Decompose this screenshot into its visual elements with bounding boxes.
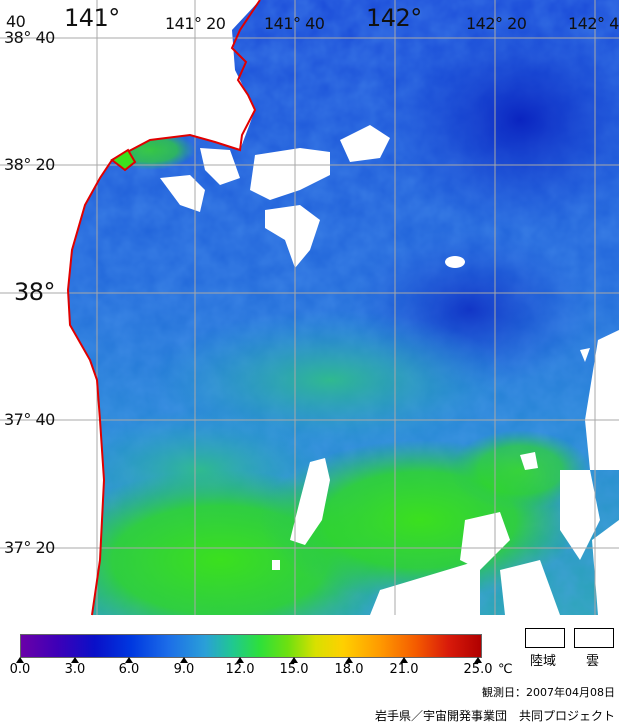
lon-label-142: 142° [366, 4, 422, 32]
land-swatch [525, 628, 565, 648]
map-canvas [0, 0, 619, 616]
lat-label-37-20: 37° 20 [4, 538, 55, 557]
cloud-patches [160, 125, 619, 615]
cloud-label: 雲 [586, 654, 600, 669]
colorbar-tick [180, 657, 188, 663]
lat-label-38-20: 38° 20 [4, 155, 55, 174]
colorbar-tick-label: 15.0 [279, 662, 309, 677]
bay-area [110, 148, 137, 172]
lon-label-141: 141° [64, 4, 120, 32]
land-label: 陸域 [530, 654, 557, 669]
colorbar-tick [71, 657, 79, 663]
colorbar-tick [236, 657, 244, 663]
lon-label-142-20: 142° 20 [466, 14, 527, 33]
corner-label: 40 [6, 12, 26, 31]
observation-date: 観測日：2007年04月08日 [482, 686, 615, 699]
unit-label: ℃ [498, 662, 513, 677]
lon-label-141-20: 141° 20 [165, 14, 226, 33]
colorbar-tick-label: 9.0 [173, 662, 195, 677]
colorbar-tick-label: 3.0 [64, 662, 86, 677]
legend: 0.0 3.0 6.0 9.0 12.0 15.0 18.0 21.0 25.0… [0, 620, 619, 725]
colorbar-tick [400, 657, 408, 663]
lat-label-38-40: 38° 40 [4, 28, 55, 47]
colorbar-tick-label: 18.0 [334, 662, 364, 677]
colorbar-tick-label: 25.0 [463, 662, 493, 677]
colorbar-tick [16, 657, 24, 663]
temperature-colorbar [20, 634, 482, 658]
colorbar-tick [345, 657, 353, 663]
lat-label-37-40: 37° 40 [4, 410, 55, 429]
colorbar-tick-label: 12.0 [225, 662, 255, 677]
colorbar-tick [125, 657, 133, 663]
cloud-swatch [574, 628, 614, 648]
colorbar-tick-label: 21.0 [389, 662, 419, 677]
lat-label-38: 38° [14, 278, 56, 306]
credit-line: 岩手県／宇宙開発事業団 共同プロジェクト [374, 709, 615, 723]
lon-label-141-40: 141° 40 [264, 14, 325, 33]
colorbar-tick-label: 6.0 [118, 662, 140, 677]
sea-temperature-field [60, 0, 619, 615]
lon-label-142-40: 142° 4 [568, 14, 619, 33]
colorbar-tick [474, 657, 482, 663]
colorbar-tick [290, 657, 298, 663]
graticule [0, 0, 619, 615]
coastline [66, 0, 261, 616]
colorbar-tick-label: 0.0 [9, 662, 31, 677]
sea-surface-temperature-map: 141° 141° 20 141° 40 142° 142° 20 142° 4… [0, 0, 619, 616]
